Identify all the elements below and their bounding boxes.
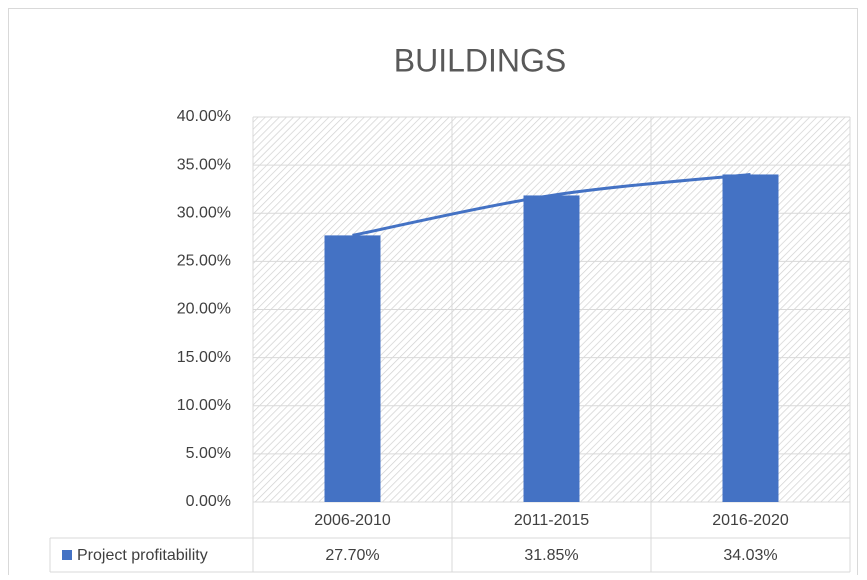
data-label: 31.85% [524, 547, 578, 564]
y-tick-label: 30.00% [177, 204, 231, 221]
trendline [352, 172, 751, 237]
y-tick-label: 5.00% [186, 445, 231, 462]
y-tick-label: 20.00% [177, 301, 231, 318]
x-tick-label: 2006-2010 [314, 512, 391, 529]
x-tick-label: 2011-2015 [514, 512, 589, 529]
y-tick-label: 10.00% [177, 397, 231, 414]
y-tick-label: 25.00% [177, 253, 231, 270]
y-tick-label: 35.00% [177, 156, 231, 173]
y-tick-label: 40.00% [177, 108, 231, 125]
legend-swatch [62, 550, 72, 560]
y-tick-label: 0.00% [186, 493, 231, 510]
legend-label: Project profitability [77, 547, 208, 564]
y-tick-label: 15.00% [177, 349, 231, 366]
data-label: 34.03% [723, 547, 777, 564]
chart-title: BUILDINGS [394, 42, 566, 78]
bar [324, 235, 381, 502]
data-label: 27.70% [325, 547, 379, 564]
x-tick-label: 2016-2020 [712, 512, 789, 529]
bar [722, 174, 779, 502]
bar [523, 195, 580, 502]
